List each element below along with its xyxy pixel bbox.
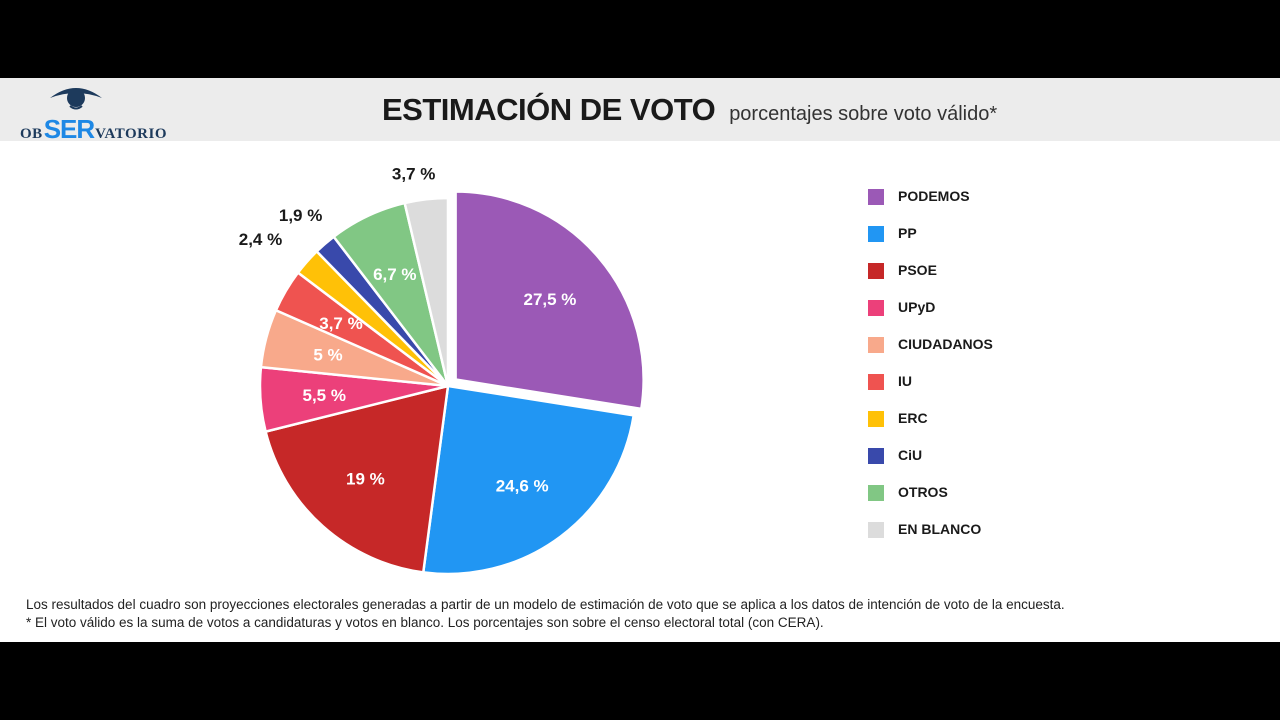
data-label-en-blanco: 3,7 % xyxy=(392,164,435,183)
pie-chart: 27,5 % 24,6 % 19 % 5,5 % 5 % 3,7 % 2,4 % 1,9 % 6… xyxy=(239,164,645,576)
data-label-upyd: 5,5 % xyxy=(303,386,346,405)
legend-label: PP xyxy=(898,225,917,241)
legend-label: PODEMOS xyxy=(898,188,970,204)
footnote: Los resultados del cuadro son proyeccion… xyxy=(26,596,1065,632)
legend-label: CIUDADANOS xyxy=(898,336,993,352)
data-label-erc: 2,4 % xyxy=(239,230,282,249)
pie-slice-en-blanco xyxy=(403,196,450,387)
legend-label: OTROS xyxy=(898,484,948,500)
legend-swatch xyxy=(868,263,884,279)
legend-swatch xyxy=(868,337,884,353)
legend-swatch xyxy=(868,374,884,390)
legend-swatch xyxy=(868,448,884,464)
eye-icon xyxy=(50,88,102,110)
pie-slice-pp xyxy=(421,384,636,576)
chart-subtitle: porcentajes sobre voto válido* xyxy=(729,103,998,125)
legend-swatch xyxy=(868,522,884,538)
legend-swatch xyxy=(868,226,884,242)
legend-label: CiU xyxy=(898,447,923,463)
logo-wordmark: OBSERVATORIO xyxy=(20,114,168,144)
data-label-otros: 6,7 % xyxy=(373,265,416,284)
legend-label: PSOE xyxy=(898,262,937,278)
data-label-ciudadanos: 5 % xyxy=(313,345,342,364)
pie-slice-psoe xyxy=(264,384,450,574)
header-bar: OBSERVATORIO ESTIMACIÓN DE VOTO porcentaj… xyxy=(0,78,1280,144)
legend-label: IU xyxy=(898,373,912,389)
legend-label: UPyD xyxy=(898,299,936,315)
legend-label: EN BLANCO xyxy=(898,521,982,537)
data-label-pp: 24,6 % xyxy=(496,476,549,495)
footnote-line-2: * El voto válido es la suma de votos a c… xyxy=(26,615,824,630)
legend-swatch xyxy=(868,411,884,427)
data-label-iu: 3,7 % xyxy=(319,314,362,333)
title-block: ESTIMACIÓN DE VOTO porcentajes sobre voto… xyxy=(382,92,997,128)
chart-panel: OBSERVATORIO ESTIMACIÓN DE VOTO porcentaj… xyxy=(0,78,1280,642)
data-label-ciu: 1,9 % xyxy=(279,206,322,225)
observatorio-logo: OBSERVATORIO xyxy=(20,84,190,144)
chart-title: ESTIMACIÓN DE VOTO xyxy=(382,92,716,127)
pie-slice-podemos xyxy=(454,190,645,411)
legend-swatch xyxy=(868,189,884,205)
legend-label: ERC xyxy=(898,410,928,426)
footnote-line-1: Los resultados del cuadro son proyeccion… xyxy=(26,597,1065,612)
legend-swatch xyxy=(868,485,884,501)
data-label-podemos: 27,5 % xyxy=(523,290,576,309)
data-label-psoe: 19 % xyxy=(346,470,385,489)
legend-swatch xyxy=(868,300,884,316)
